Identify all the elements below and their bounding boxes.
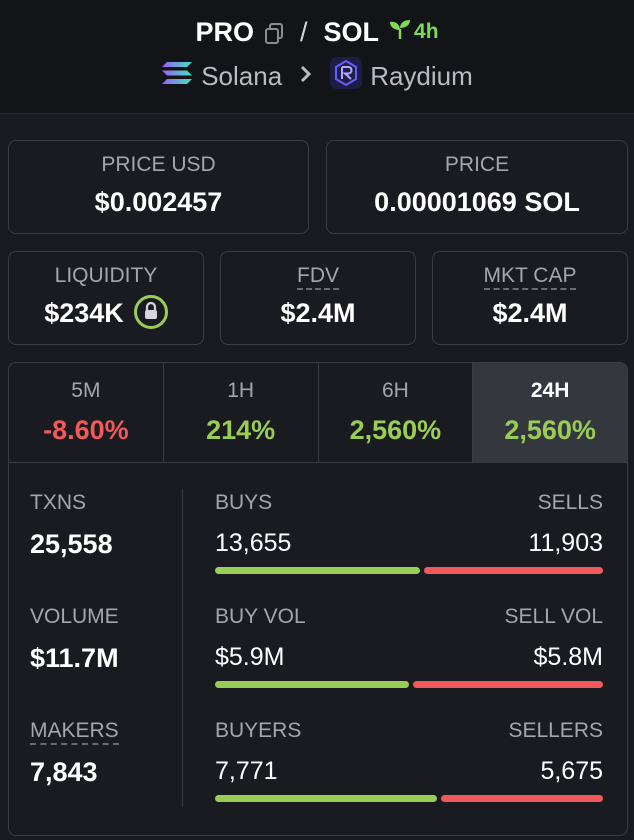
buy-vol-label: BUY VOL	[215, 605, 306, 628]
txns-value: 25,558	[30, 529, 113, 559]
price-native-label: PRICE	[444, 153, 510, 176]
makers-label-row[interactable]: MAKERS	[30, 719, 119, 745]
fdv-label-row[interactable]: FDV	[221, 264, 415, 290]
dex-link[interactable]: Raydium	[370, 60, 473, 91]
tab-6h[interactable]: 6H 2,560%	[319, 363, 474, 462]
sprout-icon	[389, 18, 411, 46]
buys-value: 13,655	[215, 529, 292, 557]
tab-24h[interactable]: 24H 2,560%	[473, 363, 627, 462]
tab-6h-label: 6H	[381, 379, 409, 402]
liquidity-value-row: $234K	[9, 295, 203, 332]
buyers-label: BUYERS	[215, 719, 302, 742]
liquidity-value: $234K	[44, 298, 124, 329]
fdv-label[interactable]: FDV	[297, 264, 339, 290]
pair-age: 4h	[389, 18, 439, 46]
price-native-card: PRICE 0.00001069 SOL	[326, 140, 628, 234]
timeframe-tabs: 5M -8.60% 1H 214% 6H 2,560% 24H 2,560%	[9, 363, 627, 463]
price-usd-label: PRICE USD	[101, 153, 216, 176]
tab-24h-label: 24H	[530, 379, 570, 402]
sellers-label: SELLERS	[508, 719, 603, 742]
mktcap-value: $2.4M	[492, 298, 568, 328]
buyers-value: 7,771	[215, 757, 278, 785]
buyers-bar	[215, 795, 437, 802]
sellers-value: 5,675	[540, 757, 603, 785]
sellers-bar	[441, 795, 603, 802]
stats-panel: 5M -8.60% 1H 214% 6H 2,560% 24H 2,560% T…	[8, 362, 628, 836]
tab-5m-label: 5M	[71, 379, 101, 402]
makers-value: 7,843	[30, 757, 98, 787]
pair-title: PRO / SOL 4h	[0, 14, 634, 50]
base-token-symbol: PRO	[195, 16, 254, 47]
tab-5m[interactable]: 5M -8.60%	[9, 363, 164, 462]
volume-label: VOLUME	[30, 605, 119, 628]
buys-label: BUYS	[215, 491, 273, 514]
tab-1h-change: 214%	[206, 415, 276, 445]
stats-divider	[182, 489, 183, 807]
tab-5m-change: -8.60%	[43, 415, 129, 445]
fdv-card: FDV $2.4M	[220, 251, 416, 345]
mktcap-label[interactable]: MKT CAP	[483, 264, 577, 290]
sell-vol-value: $5.8M	[533, 643, 603, 671]
makers-label[interactable]: MAKERS	[30, 719, 119, 745]
solana-icon	[161, 60, 193, 93]
chain-link[interactable]: Solana	[201, 60, 283, 91]
liquidity-card: LIQUIDITY $234K	[8, 251, 204, 345]
pair-separator: /	[299, 16, 308, 47]
volume-value: $11.7M	[30, 643, 119, 673]
buy-vol-bar	[215, 681, 409, 688]
pair-header: PRO / SOL 4h	[0, 0, 634, 114]
tab-1h[interactable]: 1H 214%	[164, 363, 319, 462]
mktcap-label-row[interactable]: MKT CAP	[433, 264, 627, 290]
fdv-value: $2.4M	[280, 298, 356, 328]
raydium-icon	[330, 56, 363, 96]
txns-label: TXNS	[30, 491, 87, 514]
tab-6h-change: 2,560%	[349, 415, 442, 445]
price-usd-value: $0.002457	[94, 187, 223, 217]
quote-token-symbol: SOL	[323, 16, 380, 47]
copy-icon[interactable]	[264, 21, 284, 44]
price-usd-card: PRICE USD $0.002457	[8, 140, 309, 234]
sells-bar	[424, 567, 603, 574]
liquidity-label: LIQUIDITY	[54, 264, 158, 287]
buy-vol-value: $5.9M	[215, 643, 285, 671]
sell-vol-bar	[413, 681, 603, 688]
chevron-right-icon	[300, 63, 312, 89]
lock-icon[interactable]	[133, 295, 168, 329]
sells-value: 11,903	[528, 529, 603, 557]
sell-vol-label: SELL VOL	[504, 605, 603, 628]
tab-1h-label: 1H	[227, 379, 255, 402]
breadcrumb: Solana Raydium	[0, 56, 634, 96]
buys-bar	[215, 567, 420, 574]
sells-label: SELLS	[537, 491, 603, 514]
price-native-value: 0.00001069 SOL	[374, 187, 580, 217]
mktcap-card: MKT CAP $2.4M	[432, 251, 628, 345]
tab-24h-change: 2,560%	[504, 415, 596, 445]
pair-age-label: 4h	[414, 20, 439, 43]
